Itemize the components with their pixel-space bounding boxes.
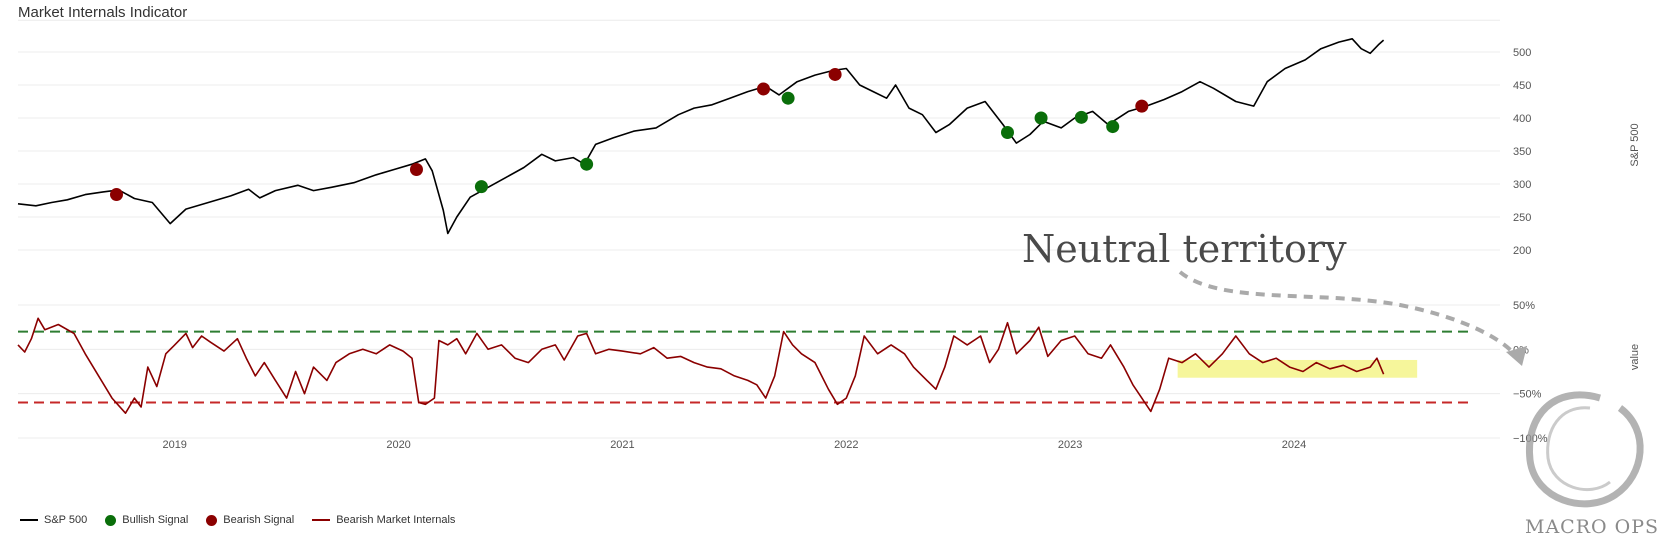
x-tick-label: 2022: [834, 439, 858, 451]
legend-label: Bullish Signal: [122, 514, 189, 526]
bullish-signal-point: [1106, 120, 1120, 134]
neutral-territory-annotation: Neutral territory: [1022, 227, 1347, 271]
top-y-tick-label: 300: [1513, 179, 1531, 191]
x-tick-label: 2023: [1058, 439, 1082, 451]
top-y-tick-label: 350: [1513, 146, 1531, 158]
bullish-signal-point: [1000, 126, 1014, 140]
top-y-axis-title: S&P 500: [1629, 123, 1641, 166]
x-tick-labels: 2019 2020 2021 2022 2023 2024: [162, 439, 1306, 451]
watermark-brush-circle-inner: [1546, 406, 1611, 492]
top-panel-gridlines: [18, 19, 1500, 251]
legend-item[interactable]: S&P 500: [20, 514, 87, 526]
top-y-tick-label: 400: [1513, 113, 1531, 125]
watermark-logo-text: MACRO OPS: [1525, 516, 1659, 538]
legend-label: S&P 500: [44, 514, 88, 526]
legend-line-swatch: [312, 519, 331, 521]
legend-dot-swatch: [105, 514, 117, 526]
x-tick-label: 2019: [162, 439, 186, 451]
threshold-lines-layer: [18, 330, 1470, 404]
macro-ops-watermark: MACRO OPS: [1525, 391, 1659, 538]
top-y-tick-label: 250: [1513, 212, 1531, 224]
bearish-signal-point: [110, 188, 124, 202]
x-tick-label: 2024: [1282, 439, 1306, 451]
bullish-signal-point: [1074, 110, 1088, 124]
bullish-signal-point: [474, 180, 488, 194]
annotation-arrow: [1178, 270, 1520, 360]
series-layer: [17, 37, 1385, 415]
bottom-panel-gridlines: [18, 304, 1500, 439]
legend-label: Bearish Signal: [223, 514, 295, 526]
bottom-y-axis-title: value: [1629, 344, 1641, 370]
bullish-signal-point: [781, 91, 795, 105]
annotation-arrowhead: [1506, 346, 1527, 366]
bullish-signal-point: [580, 157, 594, 171]
bottom-y-tick-label: 50%: [1513, 300, 1535, 312]
legend-item[interactable]: Bearish Signal: [206, 514, 294, 526]
watermark-brush-circle: [1525, 391, 1644, 508]
bottom-y-tick-label: −50%: [1513, 389, 1542, 401]
x-tick-label: 2021: [610, 439, 634, 451]
bearish-signal-point: [828, 67, 842, 81]
top-y-tick-label: 200: [1513, 245, 1531, 257]
bullish-signal-point: [1034, 111, 1048, 125]
legend-item[interactable]: Bearish Market Internals: [312, 514, 455, 526]
bearish-internals-line: [17, 317, 1385, 415]
bearish-signal-point: [409, 162, 423, 176]
bearish-signal-point: [756, 82, 770, 96]
top-y-tick-label: 500: [1513, 47, 1531, 59]
top-y-tick-label: 450: [1513, 80, 1531, 92]
bearish-signal-point: [1135, 99, 1149, 113]
x-tick-label: 2020: [386, 439, 410, 451]
legend-dot-swatch: [206, 514, 218, 526]
chart-title: Market Internals Indicator: [18, 4, 188, 21]
sp500-line: [17, 37, 1385, 235]
legend-item[interactable]: Bullish Signal: [105, 514, 188, 526]
legend-label: Bearish Market Internals: [336, 514, 456, 526]
legend-line-swatch: [20, 519, 38, 521]
signal-markers-layer: [110, 67, 1149, 202]
chart-legend: S&P 500 Bullish Signal Bearish Signal Beari…: [20, 514, 455, 526]
